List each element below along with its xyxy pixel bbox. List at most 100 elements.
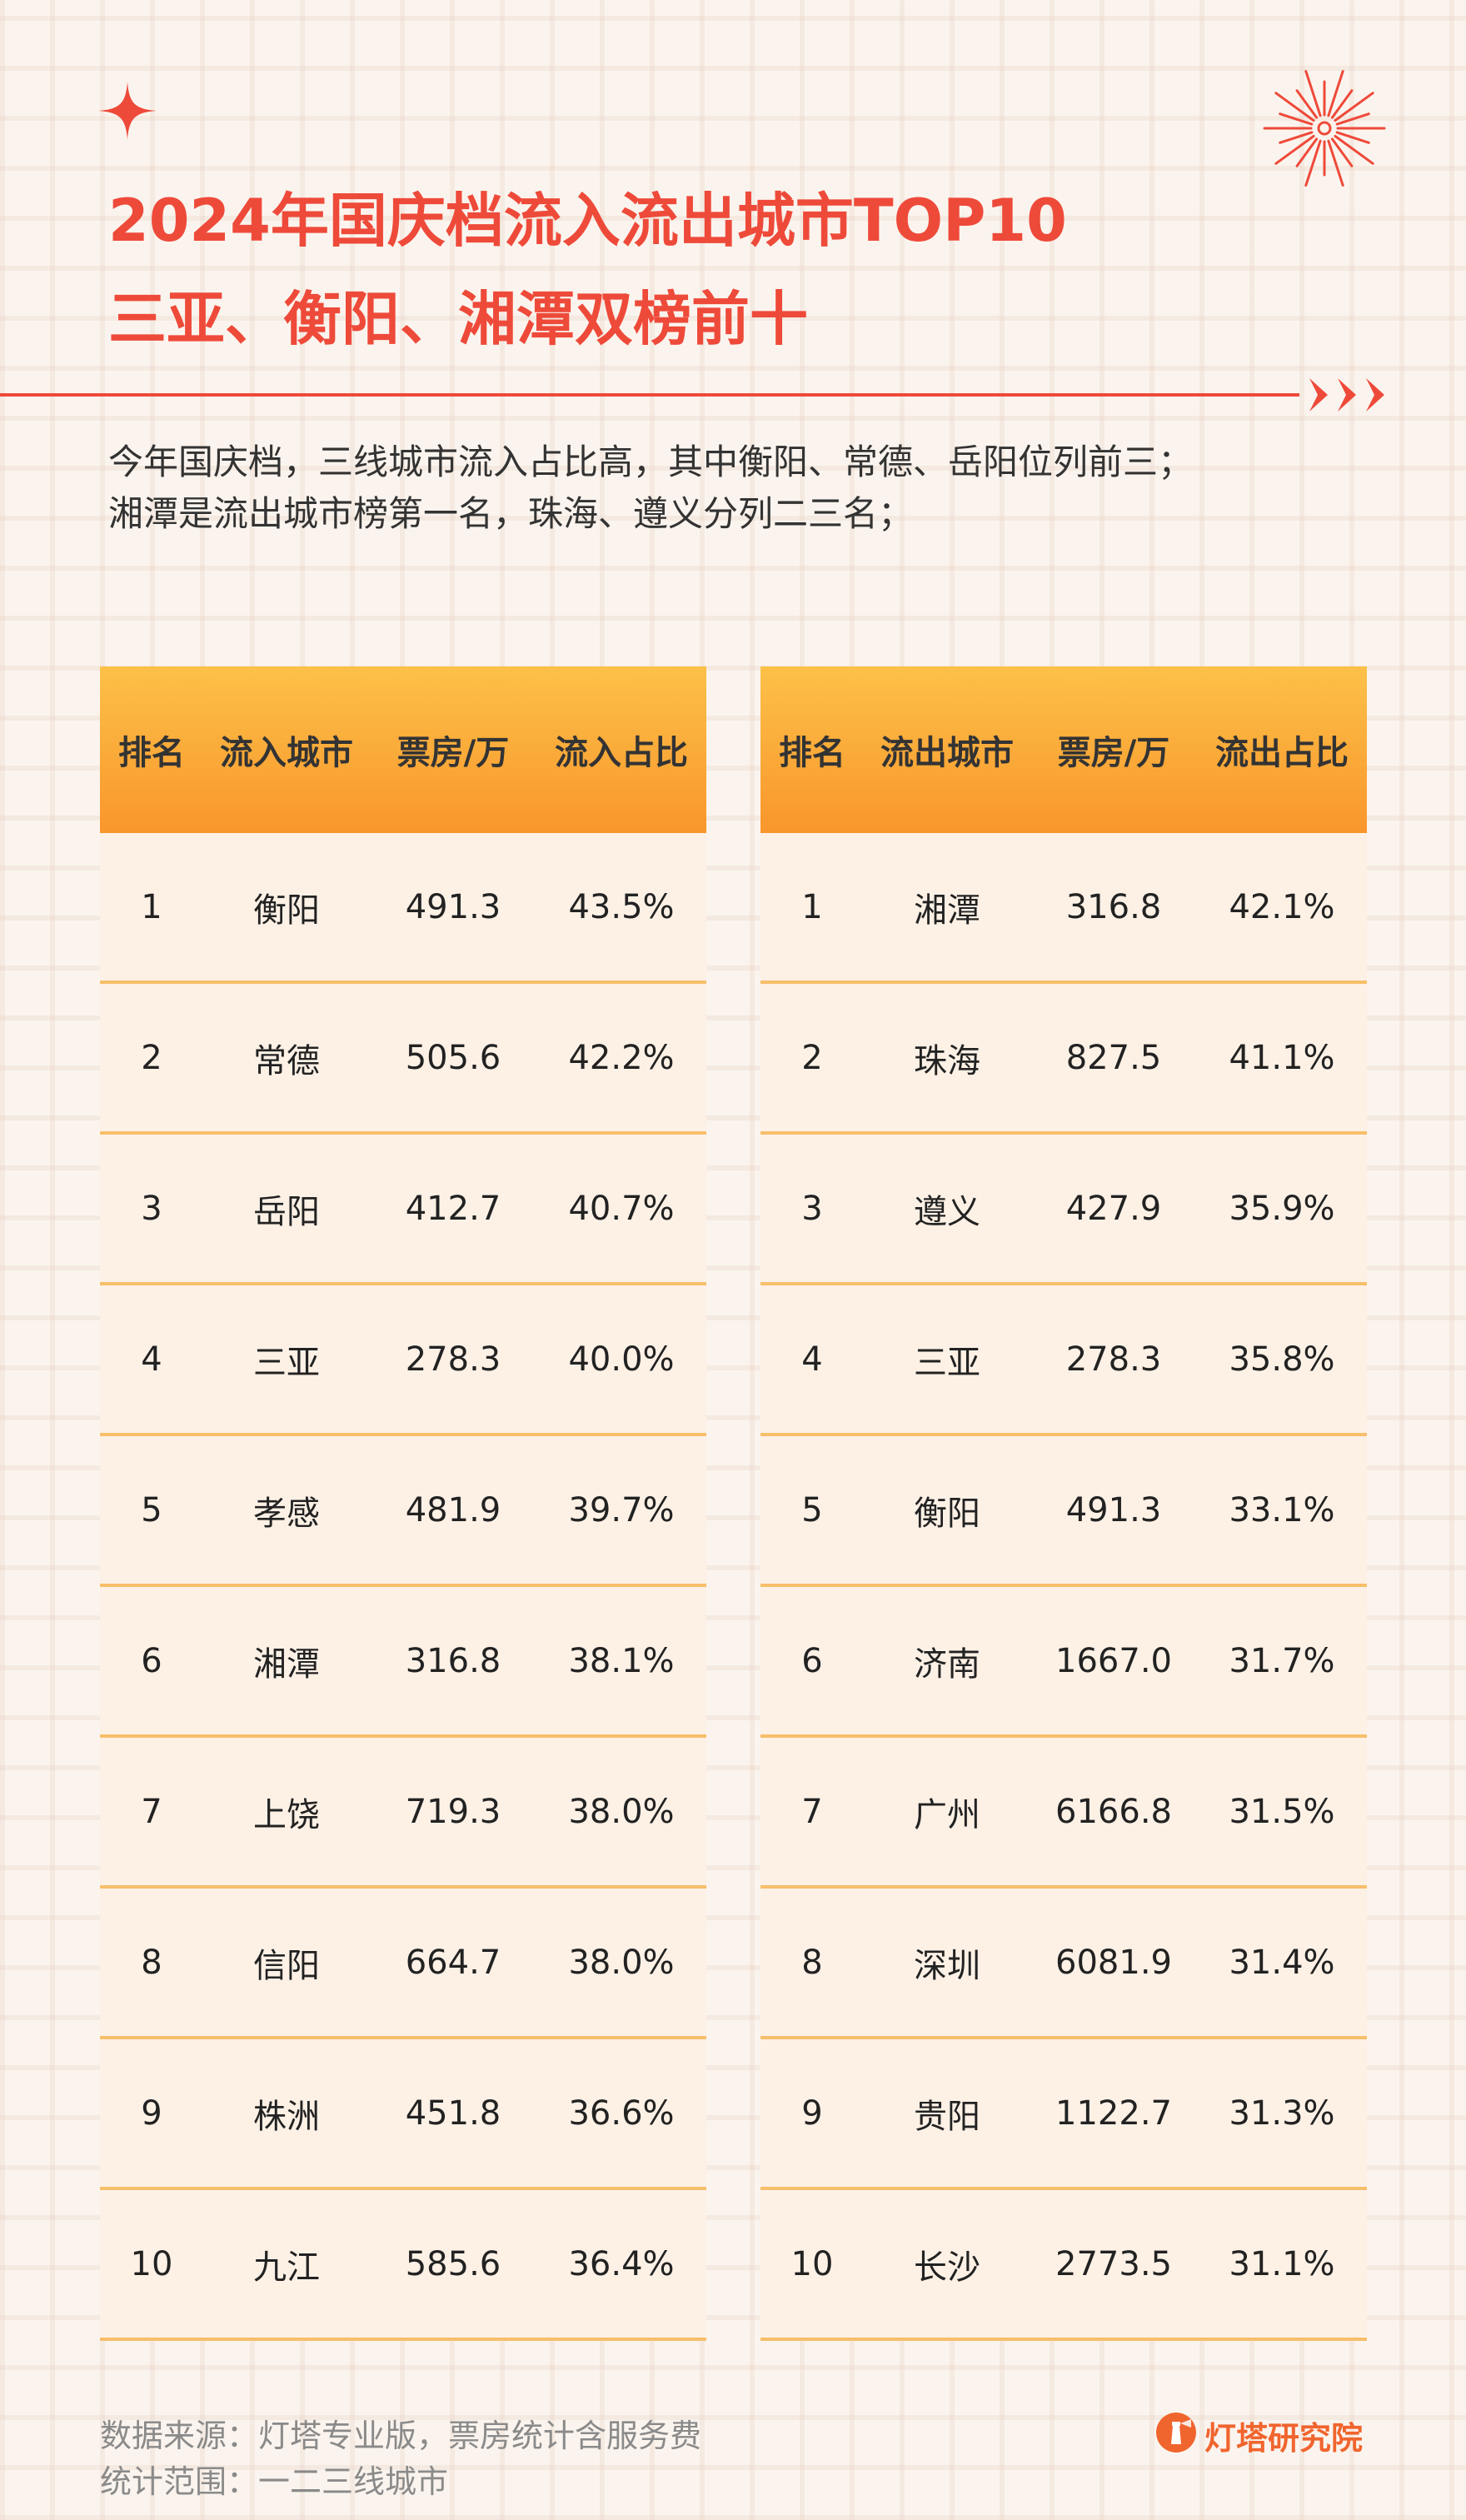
rank-cell: 3 [100, 1133, 203, 1285]
rank-cell: 2 [760, 982, 864, 1135]
share-cell: 36.4% [536, 2188, 706, 2341]
box-office-cell: 2773.5 [1030, 2188, 1197, 2341]
rank-cell: 10 [100, 2188, 203, 2341]
rank-cell: 6 [100, 1585, 203, 1738]
city-cell: 贵阳 [864, 2038, 1030, 2190]
rank-cell: 6 [760, 1585, 864, 1738]
table-row: 1 湘潭 316.8 42.1% [760, 833, 1367, 984]
share-cell: 35.9% [1197, 1133, 1367, 1285]
share-cell: 36.6% [536, 2038, 706, 2190]
inflow-table: 排名 流入城市 票房/万 流入占比 1 衡阳 491.3 43.5% 2 常德 505.6… [100, 666, 706, 2341]
city-cell: 株洲 [203, 2038, 370, 2190]
col-header-box-office: 票房/万 [370, 666, 536, 833]
share-cell: 31.4% [1197, 1887, 1367, 2039]
rank-cell: 4 [760, 1284, 864, 1436]
box-office-cell: 316.8 [370, 1585, 536, 1738]
city-cell: 湘潭 [203, 1585, 370, 1738]
share-cell: 42.1% [1197, 833, 1367, 984]
col-header-city: 流入城市 [203, 666, 370, 833]
share-cell: 31.3% [1197, 2038, 1367, 2190]
rank-cell: 4 [100, 1284, 203, 1436]
city-cell: 衡阳 [203, 833, 370, 984]
box-office-cell: 412.7 [370, 1133, 536, 1285]
firework-icon [1263, 70, 1386, 187]
rank-cell: 8 [100, 1887, 203, 2039]
table-row: 7 广州 6166.8 31.5% [760, 1736, 1367, 1889]
col-header-rank: 排名 [100, 666, 203, 833]
rank-cell: 7 [100, 1736, 203, 1889]
city-cell: 济南 [864, 1585, 1030, 1738]
share-cell: 39.7% [536, 1435, 706, 1587]
data-source-note: 数据来源：灯塔专业版，票房统计含服务费 [100, 2418, 702, 2454]
box-office-cell: 585.6 [370, 2188, 536, 2341]
rank-cell: 5 [100, 1435, 203, 1587]
city-cell: 衡阳 [864, 1435, 1030, 1587]
rank-cell: 7 [760, 1736, 864, 1889]
box-office-cell: 6166.8 [1030, 1736, 1197, 1889]
triple-arrow-icon [1309, 378, 1384, 412]
city-cell: 三亚 [203, 1284, 370, 1436]
table-row: 2 常德 505.6 42.2% [100, 982, 706, 1135]
share-cell: 33.1% [1197, 1435, 1367, 1587]
city-cell: 信阳 [203, 1887, 370, 2039]
table-row: 5 孝感 481.9 39.7% [100, 1435, 706, 1587]
intro-line: 湘潭是流出城市榜第一名，珠海、遵义分列二三名； [108, 493, 914, 534]
col-header-city: 流出城市 [864, 666, 1030, 833]
table-row: 4 三亚 278.3 40.0% [100, 1284, 706, 1436]
rank-cell: 9 [100, 2038, 203, 2190]
box-office-cell: 6081.9 [1030, 1887, 1197, 2039]
share-cell: 31.5% [1197, 1736, 1367, 1889]
sparkle-icon [98, 82, 157, 140]
intro-line: 今年国庆档，三线城市流入占比高，其中衡阳、常德、岳阳位列前三； [108, 442, 1194, 482]
col-header-share: 流出占比 [1197, 666, 1367, 833]
box-office-cell: 481.9 [370, 1435, 536, 1587]
share-cell: 31.7% [1197, 1585, 1367, 1738]
box-office-cell: 451.8 [370, 2038, 536, 2190]
rank-cell: 1 [100, 833, 203, 984]
box-office-cell: 1667.0 [1030, 1585, 1197, 1738]
page-title: 2024年国庆档流入流出城市TOP10 [108, 187, 1067, 255]
intro-text: 今年国庆档，三线城市流入占比高，其中衡阳、常德、岳阳位列前三； 湘潭是流出城市榜… [108, 437, 1193, 540]
box-office-cell: 278.3 [370, 1284, 536, 1436]
city-cell: 岳阳 [203, 1133, 370, 1285]
city-cell: 珠海 [864, 982, 1030, 1135]
box-office-cell: 316.8 [1030, 833, 1197, 984]
rank-cell: 8 [760, 1887, 864, 2039]
city-cell: 三亚 [864, 1284, 1030, 1436]
table-row: 7 上饶 719.3 38.0% [100, 1736, 706, 1889]
table-row: 3 岳阳 412.7 40.7% [100, 1133, 706, 1285]
table-row: 3 遵义 427.9 35.9% [760, 1133, 1367, 1285]
table-row: 10 九江 585.6 36.4% [100, 2188, 706, 2341]
share-cell: 38.0% [536, 1736, 706, 1889]
rank-cell: 10 [760, 2188, 864, 2341]
box-office-cell: 505.6 [370, 982, 536, 1135]
box-office-cell: 491.3 [1030, 1435, 1197, 1587]
share-cell: 31.1% [1197, 2188, 1367, 2341]
page-subtitle: 三亚、衡阳、湘潭双榜前十 [108, 285, 808, 353]
city-cell: 九江 [203, 2188, 370, 2341]
city-cell: 遵义 [864, 1133, 1030, 1285]
rank-cell: 5 [760, 1435, 864, 1587]
rank-cell: 2 [100, 982, 203, 1135]
table-row: 5 衡阳 491.3 33.1% [760, 1435, 1367, 1587]
city-cell: 长沙 [864, 2188, 1030, 2341]
table-row: 9 贵阳 1122.7 31.3% [760, 2038, 1367, 2190]
inflow-header-row: 排名 流入城市 票房/万 流入占比 [100, 666, 706, 833]
city-cell: 上饶 [203, 1736, 370, 1889]
box-office-cell: 719.3 [370, 1736, 536, 1889]
table-row: 2 珠海 827.5 41.1% [760, 982, 1367, 1135]
outflow-header-row: 排名 流出城市 票房/万 流出占比 [760, 666, 1367, 833]
rank-cell: 1 [760, 833, 864, 984]
scope-note: 统计范围：一二三线城市 [100, 2463, 449, 2500]
table-row: 9 株洲 451.8 36.6% [100, 2038, 706, 2190]
city-cell: 广州 [864, 1736, 1030, 1889]
lighthouse-logo-icon [1156, 2413, 1196, 2453]
box-office-cell: 491.3 [370, 833, 536, 984]
col-header-box-office: 票房/万 [1030, 666, 1197, 833]
share-cell: 42.2% [536, 982, 706, 1135]
table-row: 1 衡阳 491.3 43.5% [100, 833, 706, 984]
city-cell: 常德 [203, 982, 370, 1135]
share-cell: 40.7% [536, 1133, 706, 1285]
brand-logo: 灯塔研究院 [1154, 2409, 1371, 2457]
box-office-cell: 827.5 [1030, 982, 1197, 1135]
